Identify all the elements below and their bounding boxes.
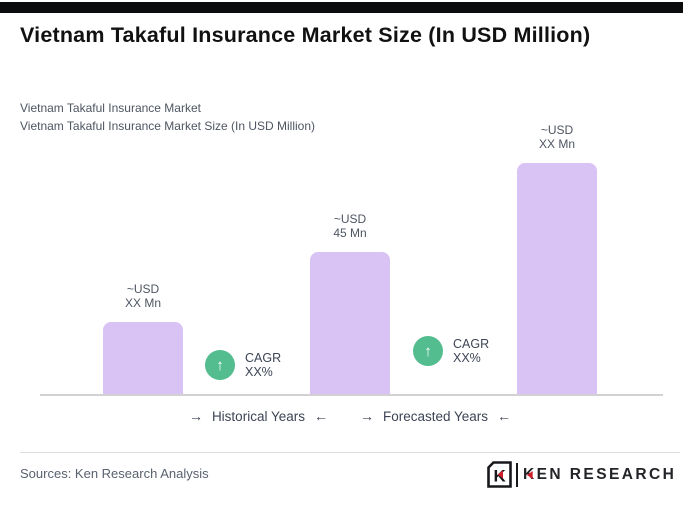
chart-bar [310,252,390,394]
chart-bar [517,163,597,394]
chart-subtitle: Vietnam Takaful Insurance Market Vietnam… [20,99,315,135]
left-arrow-icon: ← [313,408,328,424]
left-arrow-icon: ← [497,408,512,424]
chart-bar [103,322,183,394]
cagr-badge-right: ↑ CAGR XX% [413,336,489,366]
logo-separator [516,462,518,487]
bar-label-line1: ~USD [540,123,574,137]
ken-research-shield-icon: K [487,461,512,488]
cagr-line1: CAGR [453,337,490,351]
cagr-line2: XX% [245,365,273,379]
x-axis-legend: → Historical Years ← → Forecasted Years … [0,408,700,424]
footer-divider [20,452,680,453]
bar-value-label: ~USD 45 Mn [290,212,410,240]
right-arrow-icon: → [359,408,374,424]
bar-label-line1: ~USD [333,212,367,226]
subtitle-line-1: Vietnam Takaful Insurance Market [20,101,201,115]
bar-label-line2: XX Mn [124,296,161,310]
legend-historical-years: → Historical Years ← [189,408,328,424]
chart-baseline [40,394,663,396]
cagr-label: CAGR XX% [453,336,489,365]
bar-label-line2: 45 Mn [333,226,367,240]
ken-research-logo: K KEN RESEARCH [487,461,681,488]
page-title: Vietnam Takaful Insurance Market Size (I… [20,23,591,47]
legend-label: Historical Years [211,408,305,424]
growth-up-arrow-icon: ↑ [413,336,443,366]
cagr-line2: XX% [453,351,481,365]
bar-label-line2: XX Mn [538,137,575,151]
cagr-badge-left: ↑ CAGR XX% [205,350,281,380]
bar-group-3: ~USD XX Mn [517,123,597,394]
bar-group-1: ~USD XX Mn [103,282,183,394]
sources-note: Sources: Ken Research Analysis [20,466,209,481]
cagr-label: CAGR XX% [245,350,281,379]
bar-value-label: ~USD XX Mn [497,123,617,151]
growth-up-arrow-icon: ↑ [205,350,235,380]
top-accent-bar [0,2,683,13]
bar-group-2: ~USD 45 Mn [310,212,390,394]
red-triangle-accent [497,470,503,479]
legend-forecasted-years: → Forecasted Years ← [360,408,511,424]
right-arrow-icon: → [188,408,203,424]
bar-value-label: ~USD XX Mn [83,282,203,310]
logo-wordmark: KEN RESEARCH [523,465,677,483]
legend-label: Forecasted Years [382,408,489,424]
subtitle-line-2: Vietnam Takaful Insurance Market Size (I… [20,119,316,133]
bar-label-line1: ~USD [126,282,160,296]
cagr-line1: CAGR [245,351,282,365]
